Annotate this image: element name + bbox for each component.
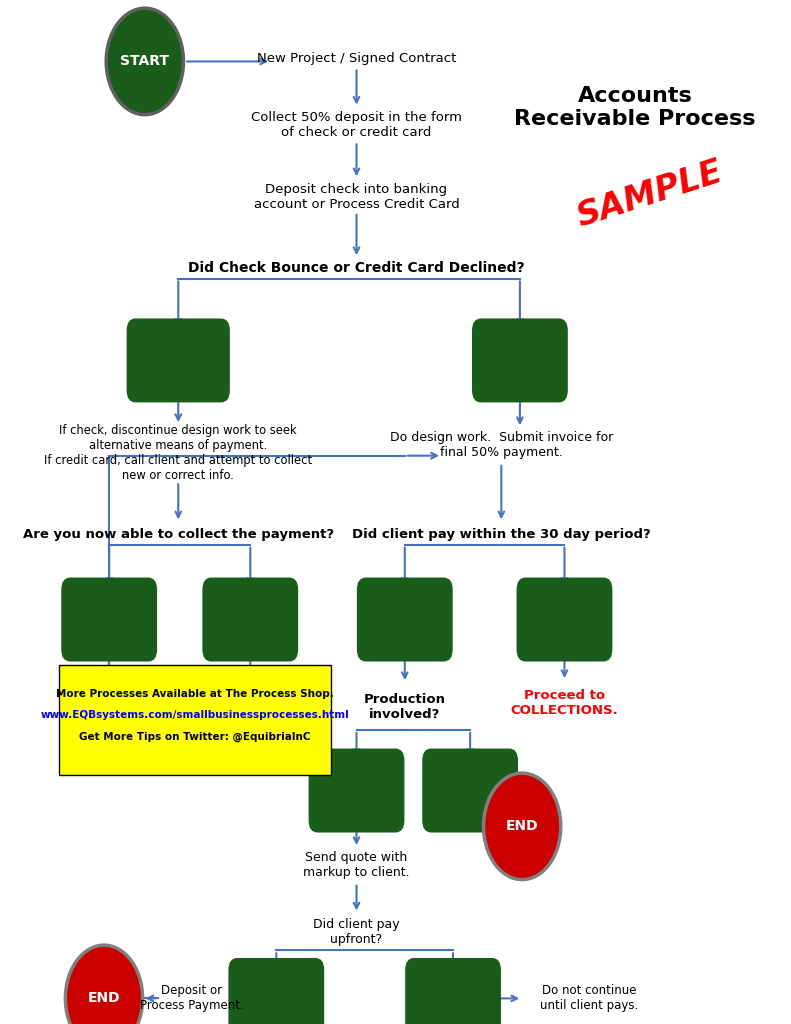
FancyBboxPatch shape bbox=[472, 318, 568, 402]
FancyBboxPatch shape bbox=[308, 749, 404, 833]
Text: Send quote with
markup to client.: Send quote with markup to client. bbox=[303, 851, 410, 880]
FancyBboxPatch shape bbox=[202, 578, 298, 662]
Text: Do not continue
until client pays.: Do not continue until client pays. bbox=[539, 984, 638, 1013]
Text: Do design work.  Submit invoice for
final 50% payment.: Do design work. Submit invoice for final… bbox=[390, 431, 613, 460]
Text: Deposit check into banking
account or Process Credit Card: Deposit check into banking account or Pr… bbox=[254, 182, 460, 211]
FancyBboxPatch shape bbox=[61, 578, 157, 662]
Text: Accounts
Receivable Process: Accounts Receivable Process bbox=[514, 86, 755, 129]
Text: More Processes Available at The Process Shop.: More Processes Available at The Process … bbox=[55, 689, 334, 699]
Text: Did client pay within the 30 day period?: Did client pay within the 30 day period? bbox=[352, 528, 651, 541]
FancyBboxPatch shape bbox=[127, 318, 230, 402]
Circle shape bbox=[483, 773, 561, 880]
Text: Did client pay
upfront?: Did client pay upfront? bbox=[313, 918, 399, 946]
FancyBboxPatch shape bbox=[517, 578, 612, 662]
FancyBboxPatch shape bbox=[59, 665, 331, 775]
Text: New Project / Signed Contract: New Project / Signed Contract bbox=[257, 52, 456, 65]
Text: Are you now able to collect the payment?: Are you now able to collect the payment? bbox=[23, 528, 334, 541]
Circle shape bbox=[66, 945, 142, 1024]
Text: Did Check Bounce or Credit Card Declined?: Did Check Bounce or Credit Card Declined… bbox=[188, 261, 524, 275]
Text: END: END bbox=[505, 819, 539, 834]
Text: Production
involved?: Production involved? bbox=[364, 692, 446, 721]
Text: Proceed to
COLLECTIONS.: Proceed to COLLECTIONS. bbox=[511, 689, 619, 718]
Text: START: START bbox=[120, 54, 169, 69]
Text: END: END bbox=[88, 991, 120, 1006]
Text: www.EQBsystems.com/smallbusinessprocesses.html: www.EQBsystems.com/smallbusinessprocesse… bbox=[40, 710, 349, 720]
Text: Discontinue
work.: Discontinue work. bbox=[214, 687, 287, 716]
Circle shape bbox=[106, 8, 184, 115]
Text: Deposit or
Process Payment.: Deposit or Process Payment. bbox=[140, 984, 244, 1013]
Text: If check, discontinue design work to seek
alternative means of payment.
If credi: If check, discontinue design work to see… bbox=[44, 424, 312, 481]
FancyBboxPatch shape bbox=[357, 578, 452, 662]
FancyBboxPatch shape bbox=[422, 749, 518, 833]
Text: Collect 50% deposit in the form
of check or credit card: Collect 50% deposit in the form of check… bbox=[251, 111, 462, 139]
Text: Get More Tips on Twitter: @EquibrialnC: Get More Tips on Twitter: @EquibrialnC bbox=[79, 732, 310, 742]
FancyBboxPatch shape bbox=[229, 958, 324, 1024]
FancyBboxPatch shape bbox=[405, 958, 501, 1024]
Text: SAMPLE: SAMPLE bbox=[573, 156, 727, 233]
